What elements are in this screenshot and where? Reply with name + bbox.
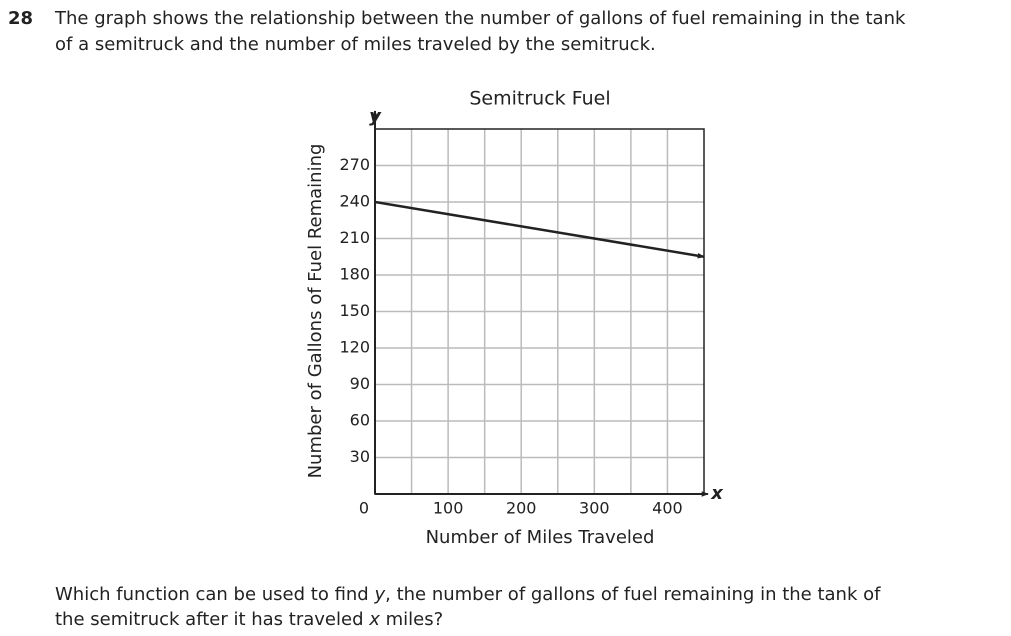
y-tick-label: 270	[339, 155, 370, 174]
y-tick-label: 210	[339, 228, 370, 247]
question-text: of a semitruck and the number of miles t…	[55, 34, 656, 55]
y-tick-label: 120	[339, 338, 370, 357]
prompt-text: , the number of gallons of fuel remainin…	[385, 584, 881, 605]
question-text: The graph shows the relationship between…	[54, 8, 906, 29]
plot: 0 100 200 300 400 30 60 90 120 150 180 210 240 270	[339, 110, 709, 518]
question-number: 28	[8, 8, 33, 29]
data-line	[374, 200, 705, 259]
prompt: the semitruck after it has traveled x mi…	[55, 609, 443, 630]
prompt-text: Which function can be used to find	[55, 584, 374, 605]
y-axis-label: Number of Gallons of Fuel Remaining	[305, 144, 326, 479]
y-tick-label: 30	[350, 447, 370, 466]
prompt-text: the semitruck after it has traveled	[55, 609, 369, 630]
y-tick-label: 240	[339, 192, 370, 211]
y-tick-label: 90	[350, 374, 370, 393]
x-tick-label: 0	[359, 499, 369, 518]
y-tick-label: 180	[339, 265, 370, 284]
prompt-variable: x	[368, 609, 380, 630]
y-tick-label: 150	[339, 301, 370, 320]
prompt: Which function can be used to find y, th…	[55, 584, 881, 605]
x-axis-letter: x	[710, 483, 724, 504]
x-tick-label: 100	[433, 499, 464, 518]
chart-title: Semitruck Fuel	[469, 88, 610, 110]
x-tick-label: 400	[652, 499, 683, 518]
prompt-text: miles?	[380, 609, 443, 630]
y-tick-label: 60	[350, 411, 370, 430]
x-tick-label: 200	[506, 499, 537, 518]
x-tick-label: 300	[579, 499, 610, 518]
x-axis-label: Number of Miles Traveled	[426, 527, 655, 548]
prompt-variable: y	[373, 584, 385, 605]
